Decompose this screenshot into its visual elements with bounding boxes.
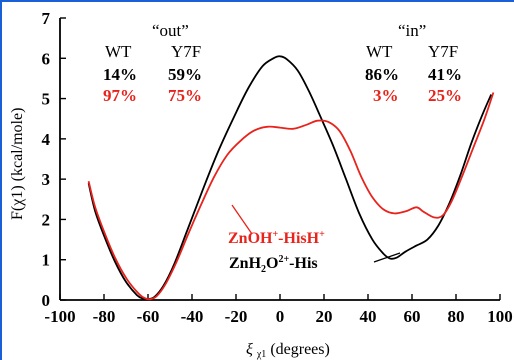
y-tick-label: 7 xyxy=(42,9,51,28)
in-wt-black: 86% xyxy=(365,65,399,84)
in-y7f-red: 25% xyxy=(428,86,462,105)
x-tick-label: -100 xyxy=(44,307,75,326)
series-labels: ZnOH+-HisH+ ZnH2O2+-His xyxy=(228,204,401,275)
y-tick-label: 4 xyxy=(42,130,51,149)
out-title: “out” xyxy=(152,21,189,40)
x-axis-ticks: -100 -80 -60 -40 -20 0 20 40 60 80 100 xyxy=(44,294,513,326)
x-tick-label: 60 xyxy=(404,307,421,326)
x-axis-title-rest: (degrees) xyxy=(270,341,330,358)
out-wt-black: 14% xyxy=(103,65,137,84)
y-tick-label: 6 xyxy=(42,49,51,68)
out-y7f-black: 59% xyxy=(168,65,202,84)
series-line-red xyxy=(87,92,495,301)
out-wt-label: WT xyxy=(105,42,132,61)
red-series-label: ZnOH+-HisH+ xyxy=(228,229,325,247)
y-tick-label: 3 xyxy=(42,170,51,189)
y-tick-label: 1 xyxy=(42,251,51,270)
in-y7f-label: Y7F xyxy=(428,42,458,61)
black-label-his: -His xyxy=(289,255,317,272)
y-tick-label: 2 xyxy=(42,210,51,229)
x-axis-title-sub: χ1 xyxy=(256,349,266,360)
y-tick-label: 0 xyxy=(42,291,51,310)
black-series-pointer xyxy=(373,252,401,263)
red-series-pointer xyxy=(231,204,253,235)
x-tick-label: -60 xyxy=(137,307,160,326)
x-tick-label: 0 xyxy=(276,307,285,326)
x-axis-title: ξ χ1 (degrees) xyxy=(246,341,330,360)
out-wt-red: 97% xyxy=(103,86,137,105)
out-annotation: “out” WT Y7F 14% 59% 97% 75% xyxy=(103,21,202,105)
x-tick-label: -80 xyxy=(93,307,116,326)
out-y7f-red: 75% xyxy=(168,86,202,105)
x-axis-title-xi: ξ xyxy=(246,341,253,358)
series-layer xyxy=(87,55,495,301)
y-axis-title: F(χ1) (kcal/mole) xyxy=(9,108,26,220)
black-label-sup: 2+ xyxy=(278,254,289,265)
red-label-sup2: + xyxy=(319,229,325,240)
black-label-main: ZnH xyxy=(229,255,262,272)
in-wt-red: 3% xyxy=(373,86,399,105)
y-tick-label: 5 xyxy=(42,90,51,109)
black-series-label: ZnH2O2+-His xyxy=(229,254,318,275)
in-title: “in” xyxy=(398,21,426,40)
x-tick-label: 100 xyxy=(487,307,513,326)
x-tick-label: -20 xyxy=(225,307,248,326)
y-axis-ticks: 0 1 2 3 4 5 6 7 xyxy=(42,9,66,310)
x-tick-label: -40 xyxy=(181,307,204,326)
black-label-sub: 2 xyxy=(261,264,266,275)
black-label-o: O xyxy=(266,255,278,272)
in-y7f-black: 41% xyxy=(428,65,462,84)
red-label-his: -HisH xyxy=(278,230,319,247)
in-wt-label: WT xyxy=(366,42,393,61)
red-label-main: ZnOH xyxy=(228,230,273,247)
x-tick-label: 20 xyxy=(316,307,333,326)
red-label-sup1: + xyxy=(272,229,278,240)
x-tick-label: 80 xyxy=(448,307,465,326)
in-annotation: “in” WT Y7F 86% 41% 3% 25% xyxy=(365,21,462,105)
out-y7f-label: Y7F xyxy=(171,42,201,61)
x-tick-label: 40 xyxy=(360,307,377,326)
